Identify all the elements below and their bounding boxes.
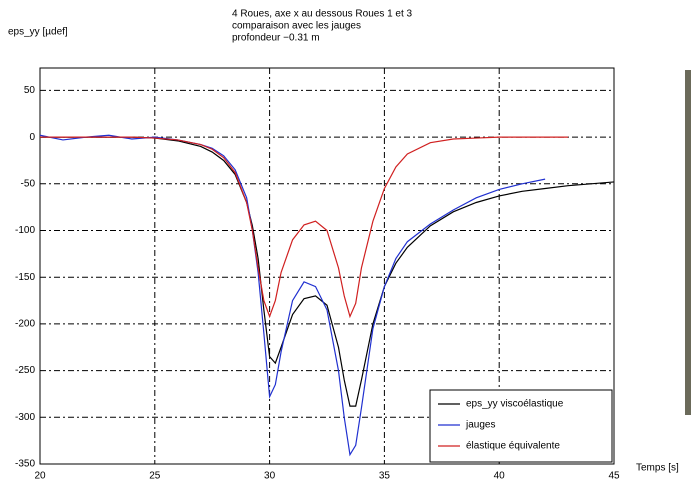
x-tick-label: 40 xyxy=(494,471,506,482)
series-line xyxy=(40,136,615,407)
y-tick-label: 0 xyxy=(29,132,35,143)
y-axis-label: eps_yy [µdef] xyxy=(8,27,68,38)
y-tick-label: -200 xyxy=(15,319,35,330)
x-tick-label: 35 xyxy=(379,471,391,482)
x-tick-label: 45 xyxy=(608,471,620,482)
legend-label: élastique équivalente xyxy=(466,441,560,452)
x-tick-label: 20 xyxy=(34,471,46,482)
legend-label: eps_yy viscoélastique xyxy=(466,399,564,410)
x-tick-label: 30 xyxy=(264,471,276,482)
y-tick-label: -350 xyxy=(15,459,35,470)
y-tick-label: -50 xyxy=(21,178,36,189)
y-tick-label: 50 xyxy=(24,85,36,96)
legend-box xyxy=(429,389,613,463)
photo-strip xyxy=(685,70,691,415)
y-tick-label: -300 xyxy=(15,412,35,423)
plot-frame xyxy=(39,67,615,465)
x-tick-label: 25 xyxy=(149,471,161,482)
series-line xyxy=(40,136,569,319)
y-tick-label: -150 xyxy=(15,272,35,283)
y-tick-label: -250 xyxy=(15,365,35,376)
chart-title: comparaison avec les jauges xyxy=(232,21,361,32)
chart-title: profondeur −0.31 m xyxy=(232,33,320,44)
y-tick-label: -100 xyxy=(15,225,35,236)
x-axis-label: Temps [s] xyxy=(636,463,679,474)
legend-label: jauges xyxy=(465,420,495,431)
chart-title: 4 Roues, axe x au dessous Roues 1 et 3 xyxy=(232,9,413,20)
